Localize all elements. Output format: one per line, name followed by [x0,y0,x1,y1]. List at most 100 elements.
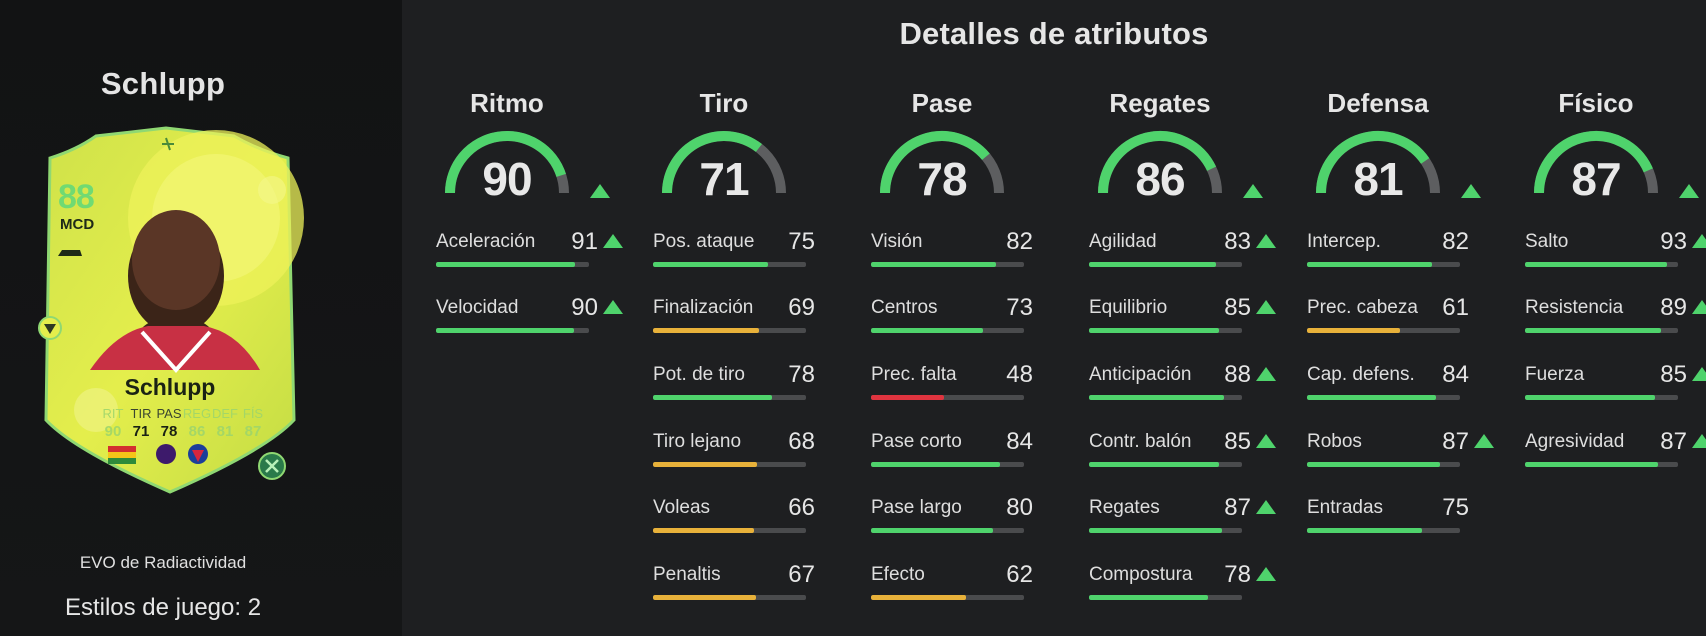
stat-label: Aceleración [436,231,536,252]
stat-value: 66 [788,494,815,521]
stat-bar-fill [871,262,997,267]
stat-label: Cap. defens. [1307,364,1415,385]
stat-value: 87 [1224,494,1251,521]
stat-bar-fill [1307,528,1422,533]
stat-row[interactable]: Penaltis 67 [653,561,843,604]
stat-bar [653,595,806,600]
stat-label: Pase corto [871,431,962,452]
card-stat-label: RIT [102,406,124,421]
upgrade-arrow-icon [590,184,610,198]
stat-row[interactable]: Aceleración 91 [436,228,626,271]
category-tiro[interactable]: Tiro 71 Pos. ataque 75 Finalización 69 Pot. de… [635,84,835,636]
player-name: Schlupp [100,66,226,101]
stat-label: Contr. balón [1089,431,1192,452]
stat-value: 84 [1442,361,1469,388]
stat-label: Fuerza [1525,364,1585,385]
stat-label: Agresividad [1525,431,1625,452]
stat-bar [871,528,1024,533]
category-defensa[interactable]: Defensa 81 Intercep. 82 Prec. cabeza 61 Cap. d… [1289,84,1494,636]
stat-bar-fill [1525,262,1668,267]
stat-row[interactable]: Compostura 78 [1089,561,1279,604]
stat-row[interactable]: Pos. ataque 75 [653,228,843,271]
stat-bar [1089,528,1242,533]
stat-value: 75 [788,228,815,255]
stat-row[interactable]: Robos 87 [1307,428,1497,471]
stat-bar-fill [436,262,576,267]
stat-row[interactable]: Finalización 69 [653,294,843,337]
stat-bar-fill [1525,395,1656,400]
stat-row[interactable]: Pot. de tiro 78 [653,361,843,404]
stat-bar [1089,595,1242,600]
playstyles-count[interactable]: Estilos de juego: 2 [0,594,326,622]
player-card[interactable]: 88 MCD Schlupp RIT 90 TIR 71 PAS 78 REG 86 DEF 81… [36,120,304,500]
card-stat: FÍS 87 [238,406,268,440]
stat-bar [871,395,1024,400]
gauge-fill [1098,131,1217,194]
category-value: 87 [1571,153,1621,205]
stat-label: Pos. ataque [653,231,755,252]
card-stat: PAS 78 [154,406,184,440]
card-stat-value: 81 [216,423,234,440]
stat-value: 91 [571,228,598,255]
category-físico[interactable]: Físico 87 Salto 93 Resistencia 89 Fuerza 85 Agre… [1507,84,1706,636]
stat-row[interactable]: Cap. defens. 84 [1307,361,1497,404]
category-gauge [662,131,786,194]
stat-row[interactable]: Efecto 62 [871,561,1061,604]
upgrade-arrow-icon [1692,300,1706,314]
stat-value: 48 [1006,361,1033,388]
category-pase[interactable]: Pase 78 Visión 82 Centros 73 Prec. falta 48 Pase… [853,84,1053,636]
stat-row[interactable]: Resistencia 89 [1525,294,1706,337]
stat-bar-fill [653,595,756,600]
stat-row[interactable]: Agresividad 87 [1525,428,1706,471]
category-title: Tiro [699,88,749,118]
stat-row[interactable]: Equilibrio 85 [1089,294,1279,337]
stat-row[interactable]: Agilidad 83 [1089,228,1279,271]
stat-row[interactable]: Anticipación 88 [1089,361,1279,404]
stat-row[interactable]: Contr. balón 85 [1089,428,1279,471]
stat-row[interactable]: Pase corto 84 [871,428,1061,471]
stat-bar-fill [1089,395,1224,400]
stat-bar [1307,262,1460,267]
stat-row[interactable]: Prec. cabeza 61 [1307,294,1497,337]
card-position: MCD [60,216,95,233]
card-stat-label: REG [182,406,212,421]
stat-bar-fill [653,328,759,333]
stat-bar-fill [1307,462,1441,467]
category-title: Defensa [1327,88,1429,118]
stat-row[interactable]: Voleas 66 [653,494,843,537]
card-stat-label: FÍS [242,406,264,421]
stat-row[interactable]: Visión 82 [871,228,1061,271]
stat-label: Pase largo [871,497,962,518]
stat-bar-fill [1089,595,1209,600]
card-stat: DEF 81 [210,406,240,440]
stat-label: Robos [1307,431,1362,452]
stat-bar [1089,328,1242,333]
stat-label: Entradas [1307,497,1384,518]
stat-label: Visión [871,231,923,252]
stat-row[interactable]: Centros 73 [871,294,1061,337]
stat-bar-fill [871,595,966,600]
stat-value: 85 [1660,361,1687,388]
stat-row[interactable]: Entradas 75 [1307,494,1497,537]
stat-bar [653,262,806,267]
stat-bar-fill [1089,328,1220,333]
stat-bar [871,462,1024,467]
card-background [38,126,304,494]
stat-row[interactable]: Tiro lejano 68 [653,428,843,471]
stat-bar [1307,528,1460,533]
stat-row[interactable]: Velocidad 90 [436,294,626,337]
stat-bar-fill [653,395,773,400]
stat-row[interactable]: Salto 93 [1525,228,1706,271]
stat-row[interactable]: Fuerza 85 [1525,361,1706,404]
stat-label: Tiro lejano [653,431,742,452]
stat-value: 73 [1006,294,1033,321]
stat-row[interactable]: Pase largo 80 [871,494,1061,537]
upgrade-arrow-icon [1692,434,1706,448]
stat-row[interactable]: Prec. falta 48 [871,361,1061,404]
category-ritmo[interactable]: Ritmo 90 Aceleración 91 Velocidad 90 [418,84,623,636]
upgrade-arrow-icon [1256,367,1276,381]
category-regates[interactable]: Regates 86 Agilidad 83 Equilibrio 85 Anticipac… [1071,84,1276,636]
stat-row[interactable]: Intercep. 82 [1307,228,1497,271]
stat-row[interactable]: Regates 87 [1089,494,1279,537]
stat-label: Velocidad [436,297,519,318]
